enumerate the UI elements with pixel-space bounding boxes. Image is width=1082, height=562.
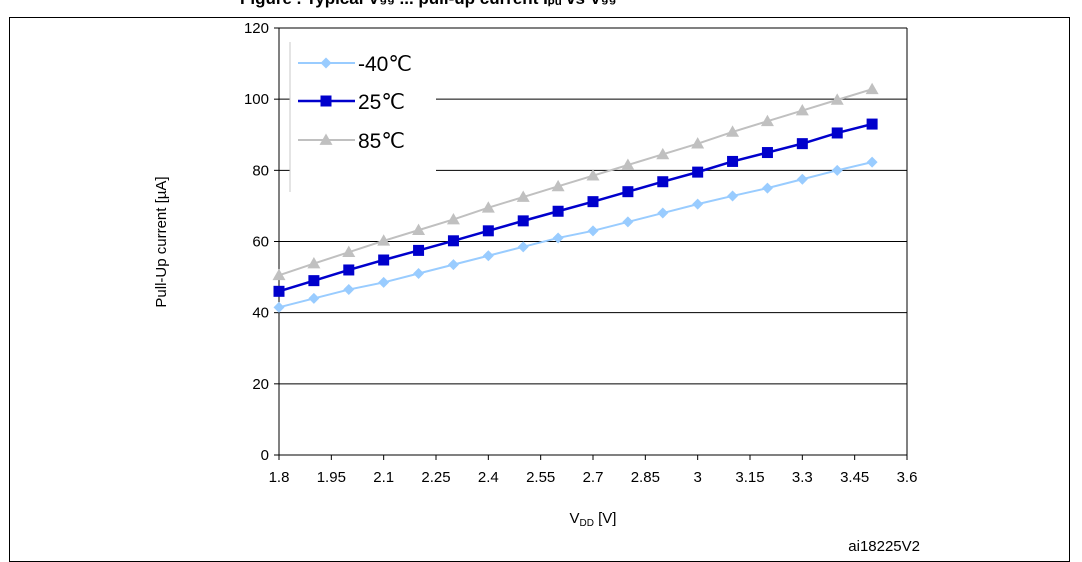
data-point bbox=[866, 118, 878, 130]
x-tick-label: 2.85 bbox=[631, 469, 660, 486]
legend-swatch-marker bbox=[320, 57, 332, 69]
x-tick-label: 3.6 bbox=[897, 469, 918, 486]
series-line bbox=[278, 88, 873, 277]
x-tick-label: 3 bbox=[693, 469, 701, 486]
data-point bbox=[516, 190, 530, 202]
x-tick-label: 2.4 bbox=[478, 469, 499, 486]
legend-swatch-marker bbox=[320, 95, 332, 107]
data-point bbox=[482, 250, 494, 262]
x-tick-label: 1.95 bbox=[317, 469, 346, 486]
data-point bbox=[378, 276, 390, 288]
series-line bbox=[278, 122, 873, 293]
data-point bbox=[343, 264, 355, 276]
data-point bbox=[796, 173, 808, 185]
y-tick-label: 40 bbox=[252, 305, 269, 322]
chart-title: Figure . Typical V₉₉ ... pull-up current… bbox=[240, 0, 616, 9]
data-point bbox=[413, 244, 425, 256]
data-point bbox=[727, 190, 739, 202]
data-point bbox=[586, 169, 600, 181]
data-point bbox=[587, 225, 599, 237]
data-point bbox=[481, 201, 495, 213]
data-point bbox=[412, 223, 426, 235]
data-point bbox=[761, 147, 773, 159]
legend-label: 85℃ bbox=[358, 130, 405, 153]
data-point bbox=[796, 138, 808, 150]
axis-labels: Pull-Up current [µA] VDD [V] ai18225V2 bbox=[153, 176, 920, 554]
data-point bbox=[831, 164, 843, 176]
data-point bbox=[656, 147, 670, 160]
x-tick-label: 3.3 bbox=[792, 469, 813, 486]
data-point bbox=[273, 301, 285, 313]
y-tick-label: 60 bbox=[252, 234, 269, 251]
data-point bbox=[587, 196, 599, 208]
data-point bbox=[551, 179, 565, 192]
data-point bbox=[622, 186, 634, 198]
data-point bbox=[552, 205, 564, 217]
data-point bbox=[377, 234, 391, 246]
data-point bbox=[307, 257, 321, 269]
data-point bbox=[273, 285, 285, 297]
series-layer bbox=[272, 82, 879, 313]
x-tick-label: 3.45 bbox=[840, 469, 869, 486]
legend: -40℃ 25℃ 85℃ bbox=[289, 42, 436, 192]
data-point bbox=[552, 232, 564, 244]
data-point bbox=[692, 198, 704, 210]
data-point bbox=[621, 158, 635, 170]
data-point bbox=[447, 259, 459, 271]
data-point bbox=[413, 268, 425, 280]
data-point bbox=[622, 216, 634, 228]
data-point bbox=[727, 155, 739, 167]
data-point bbox=[308, 292, 320, 304]
data-point bbox=[482, 225, 494, 237]
data-point bbox=[657, 176, 669, 188]
data-point bbox=[342, 245, 356, 258]
data-point bbox=[830, 93, 844, 105]
y-tick-label: 0 bbox=[261, 447, 269, 464]
y-axis-label: Pull-Up current [µA] bbox=[153, 176, 170, 307]
data-point bbox=[657, 207, 669, 219]
data-point bbox=[692, 166, 704, 178]
data-point bbox=[831, 127, 843, 139]
y-tick-label: 80 bbox=[252, 162, 269, 179]
x-tick-label: 3.15 bbox=[735, 469, 764, 486]
data-point bbox=[446, 212, 460, 225]
series-1 bbox=[273, 118, 878, 297]
data-point bbox=[378, 254, 390, 266]
data-point bbox=[447, 235, 459, 247]
axes: 0 20 40 60 80 100 120 1.8 1.95 2.1 2.25 2.4 2.55 2.7 2… bbox=[244, 20, 917, 486]
figure-id: ai18225V2 bbox=[848, 538, 920, 554]
data-point bbox=[517, 241, 529, 253]
data-point bbox=[760, 114, 774, 127]
data-point bbox=[761, 182, 773, 194]
legend-box bbox=[290, 42, 436, 192]
series-2 bbox=[272, 82, 879, 281]
data-point bbox=[272, 268, 286, 281]
y-tick-label: 120 bbox=[244, 20, 269, 37]
data-point bbox=[691, 137, 705, 149]
data-point bbox=[726, 125, 740, 137]
y-tick-label: 100 bbox=[244, 91, 269, 108]
x-tick-label: 2.55 bbox=[526, 469, 555, 486]
x-tick-label: 2.7 bbox=[583, 469, 604, 486]
legend-label: -40℃ bbox=[358, 53, 412, 76]
x-tick-label: 2.1 bbox=[373, 469, 394, 486]
legend-label: 25℃ bbox=[358, 91, 405, 114]
data-point bbox=[517, 215, 529, 227]
legend-swatch-marker bbox=[319, 133, 333, 145]
title-strip: Figure . Typical V₉₉ ... pull-up current… bbox=[0, 0, 1082, 16]
data-point bbox=[308, 275, 320, 287]
data-point bbox=[795, 104, 809, 116]
data-point bbox=[343, 284, 355, 296]
series-0 bbox=[273, 156, 878, 313]
x-tick-label: 2.25 bbox=[421, 469, 450, 486]
data-point bbox=[865, 82, 879, 95]
x-axis-label: VDD [V] bbox=[570, 510, 617, 529]
data-point bbox=[866, 156, 878, 168]
y-tick-label: 20 bbox=[252, 376, 269, 393]
series-line bbox=[278, 161, 873, 309]
x-tick-label: 1.8 bbox=[269, 469, 290, 486]
